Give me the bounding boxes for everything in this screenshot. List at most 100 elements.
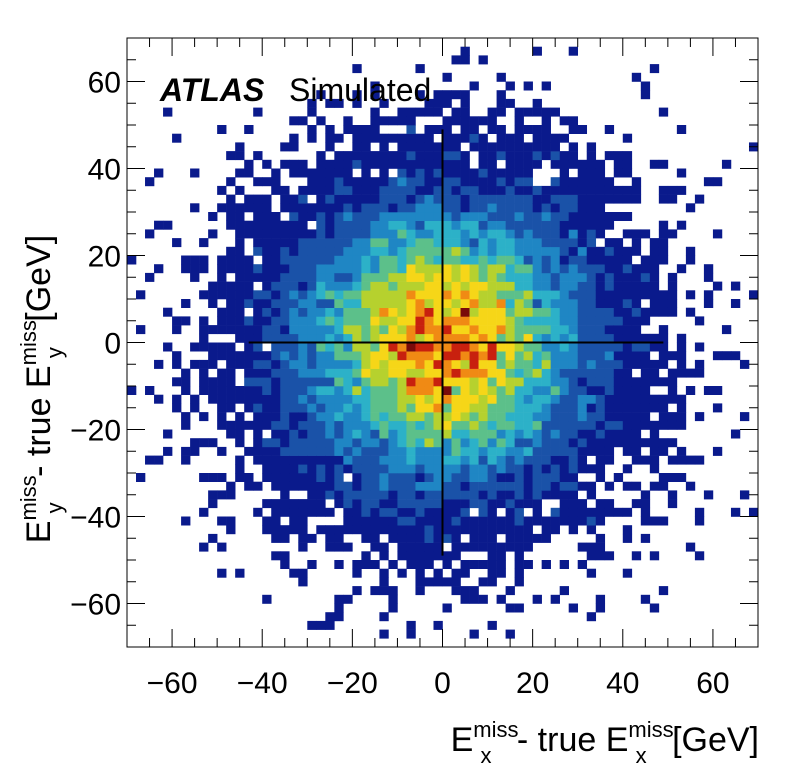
- histogram-bin: [460, 177, 470, 187]
- histogram-bin: [325, 159, 335, 169]
- histogram-bin: [370, 420, 380, 430]
- histogram-bin: [595, 203, 606, 213]
- histogram-bin: [667, 272, 678, 282]
- histogram-bin: [280, 307, 290, 317]
- histogram-bin: [478, 142, 488, 152]
- histogram-bin: [523, 238, 533, 248]
- histogram-bin: [559, 342, 569, 352]
- histogram-bin: [217, 394, 227, 404]
- histogram-bin: [442, 151, 452, 161]
- histogram-bin: [622, 412, 633, 422]
- histogram-bin: [532, 46, 542, 56]
- histogram-bin: [604, 255, 615, 265]
- histogram-bin: [415, 90, 425, 100]
- histogram-bin: [532, 220, 542, 230]
- histogram-bin: [568, 238, 579, 248]
- histogram-bin: [577, 481, 588, 491]
- histogram-bin: [289, 220, 299, 230]
- histogram-bin: [460, 586, 470, 596]
- histogram-bin: [217, 412, 227, 422]
- histogram-bin: [478, 185, 488, 195]
- histogram-bin: [415, 220, 425, 230]
- histogram-bin: [649, 603, 660, 613]
- histogram-bin: [325, 412, 335, 422]
- histogram-bin: [460, 377, 470, 387]
- histogram-bin: [478, 351, 488, 361]
- histogram-bin: [487, 125, 497, 134]
- histogram-bin: [532, 264, 542, 274]
- histogram-bin: [649, 455, 660, 465]
- histogram-bin: [487, 299, 497, 308]
- histogram-bin: [478, 533, 488, 543]
- histogram-bin: [469, 220, 479, 230]
- histogram-bin: [388, 246, 398, 256]
- histogram-bin: [316, 255, 326, 265]
- histogram-bin: [334, 525, 344, 535]
- histogram-bin: [199, 316, 209, 326]
- histogram-bin: [343, 464, 353, 474]
- histogram-bin: [235, 264, 245, 274]
- histogram-bin: [370, 220, 380, 230]
- histogram-bin: [532, 333, 542, 343]
- histogram-bin: [361, 142, 371, 152]
- histogram-bin: [505, 342, 515, 352]
- histogram-bin: [334, 386, 344, 395]
- histogram-bin: [451, 586, 461, 596]
- histogram-bin: [415, 281, 425, 291]
- histogram-bin: [559, 473, 569, 482]
- histogram-bin: [361, 177, 371, 187]
- histogram-bin: [289, 212, 299, 221]
- histogram-bin: [622, 368, 633, 378]
- histogram-bin: [433, 255, 443, 265]
- histogram-bin: [496, 290, 506, 300]
- histogram-bin: [163, 429, 173, 439]
- histogram-bin: [658, 238, 669, 248]
- histogram-bin: [343, 438, 353, 448]
- histogram-bin: [541, 438, 551, 448]
- histogram-bin: [622, 307, 633, 317]
- histogram-bin: [298, 333, 308, 343]
- histogram-bin: [451, 473, 461, 482]
- histogram-bin: [568, 420, 579, 430]
- histogram-bin: [334, 490, 344, 500]
- histogram-bin: [460, 90, 470, 100]
- histogram-bin: [514, 316, 524, 326]
- histogram-bin: [550, 342, 560, 352]
- histogram-bin: [514, 455, 524, 465]
- histogram-bin: [478, 281, 488, 291]
- histogram-bin: [460, 429, 470, 439]
- histogram-bin: [469, 464, 479, 474]
- histogram-bin: [235, 290, 245, 300]
- histogram-bin: [433, 342, 443, 352]
- histogram-bin: [532, 368, 542, 378]
- histogram-bin: [460, 446, 470, 456]
- histogram-bin: [604, 212, 615, 221]
- histogram-bin: [271, 212, 281, 221]
- histogram-bin: [631, 359, 642, 369]
- histogram-bin: [442, 560, 452, 569]
- histogram-bin: [379, 420, 389, 430]
- histogram-bin: [469, 629, 479, 639]
- histogram-bin: [541, 142, 551, 152]
- histogram-bin: [370, 403, 380, 413]
- histogram-bin: [298, 203, 308, 213]
- histogram-bin: [577, 220, 588, 230]
- histogram-bin: [235, 212, 245, 221]
- histogram-bin: [541, 125, 551, 134]
- histogram-bin: [424, 542, 434, 552]
- histogram-bin: [298, 246, 308, 256]
- histogram-bin: [370, 499, 380, 509]
- histogram-bin: [334, 133, 344, 143]
- histogram-bin: [406, 446, 416, 456]
- histogram-bin: [316, 238, 326, 248]
- histogram-bin: [352, 420, 362, 430]
- histogram-bin: [352, 142, 362, 152]
- histogram-bin: [244, 342, 254, 352]
- histogram-bin: [442, 368, 452, 378]
- histogram-bin: [181, 377, 191, 387]
- histogram-bin: [487, 577, 497, 587]
- histogram-bin: [388, 603, 398, 613]
- histogram-bin: [487, 377, 497, 387]
- histogram-bin: [730, 281, 741, 291]
- histogram-bin: [262, 394, 272, 404]
